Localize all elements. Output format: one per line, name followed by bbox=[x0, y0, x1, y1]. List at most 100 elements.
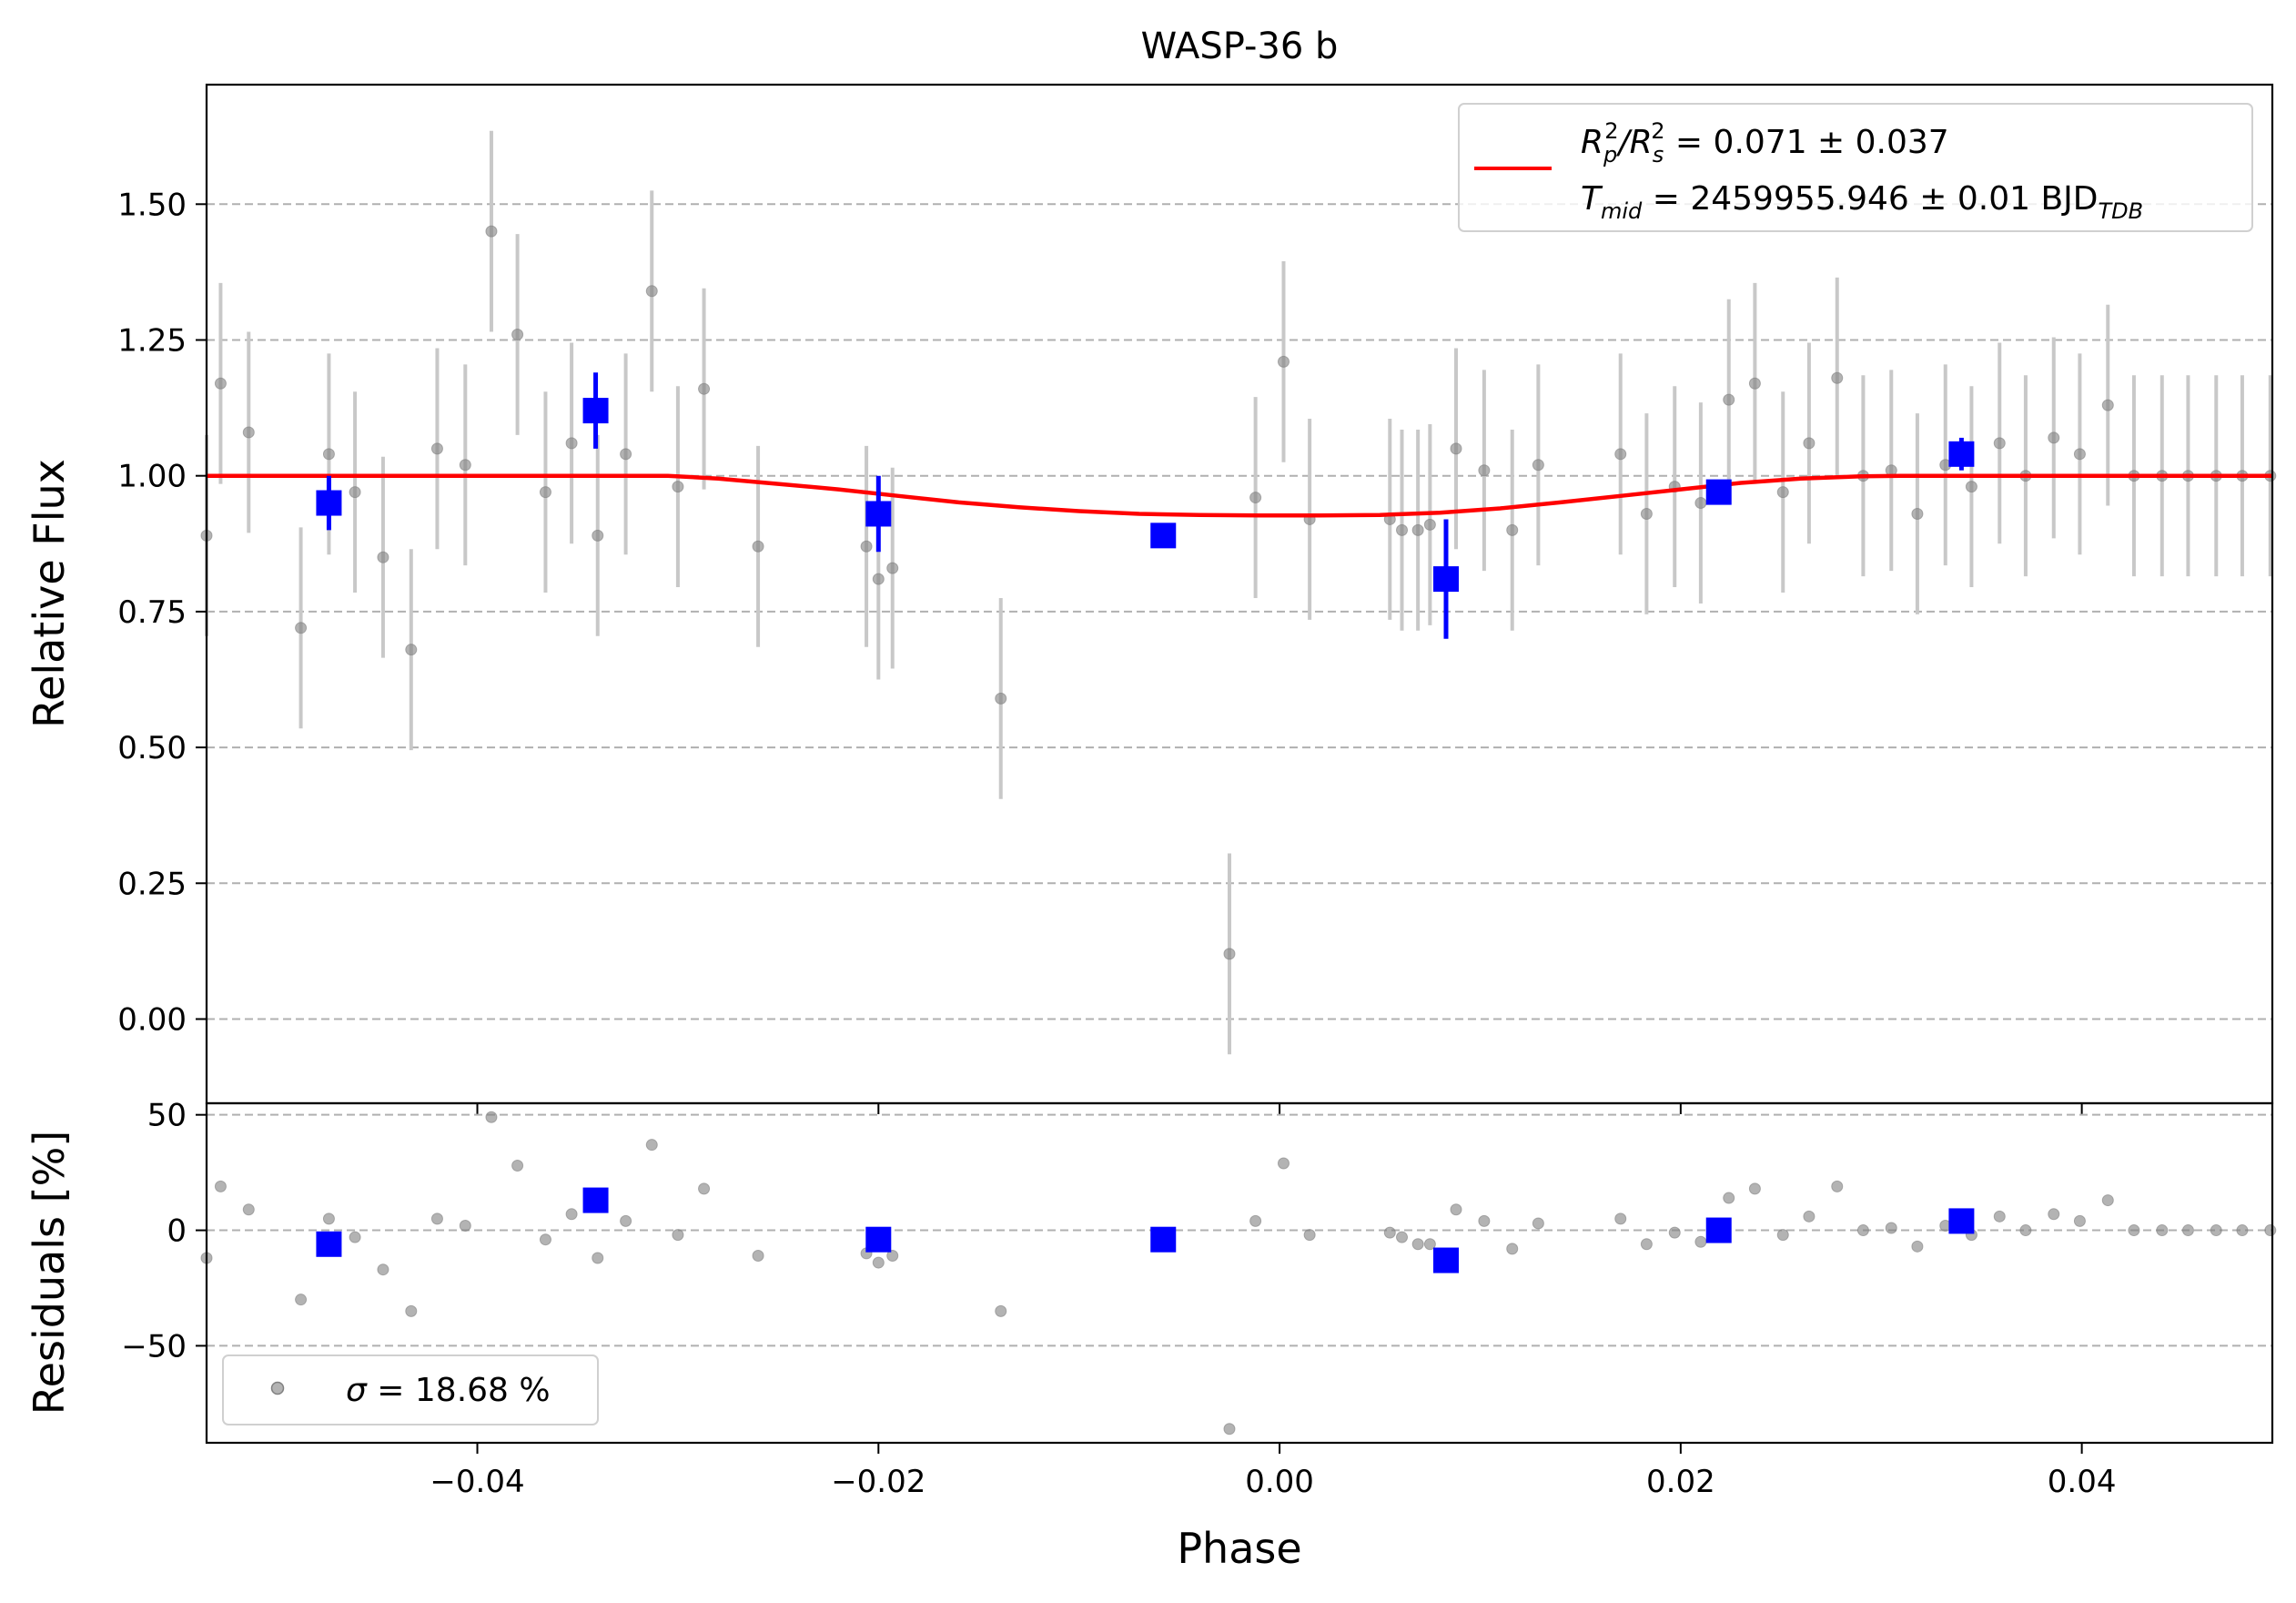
residual-point bbox=[511, 1160, 524, 1172]
residual-point bbox=[1249, 1214, 1262, 1227]
raw-point bbox=[511, 329, 524, 341]
raw-point bbox=[645, 285, 658, 298]
raw-point bbox=[1614, 448, 1627, 461]
legend-t-symbol: T bbox=[1581, 180, 1603, 218]
residual-point bbox=[1396, 1231, 1409, 1243]
residuals-axes-frame bbox=[205, 1101, 2274, 1445]
residuals-grid bbox=[207, 1113, 2272, 1347]
raw-point bbox=[1776, 486, 1789, 499]
residual-point bbox=[295, 1294, 308, 1306]
x-axis-label: Phase bbox=[1177, 1524, 1301, 1573]
legend-r-symbol: R bbox=[1581, 124, 1603, 161]
raw-point bbox=[485, 225, 498, 238]
residual-point bbox=[349, 1231, 361, 1243]
lightcurve-raw-points bbox=[200, 130, 2277, 1055]
residual-point bbox=[2236, 1224, 2249, 1237]
raw-point bbox=[1223, 948, 1236, 960]
binned-residual-point bbox=[1433, 1247, 1459, 1273]
raw-point bbox=[2101, 399, 2114, 411]
raw-point bbox=[1506, 523, 1519, 536]
binned-point bbox=[1433, 566, 1459, 593]
legend-s-subscript: s bbox=[1653, 142, 1664, 167]
legend-p-subscript: p bbox=[1603, 142, 1617, 167]
residual-point bbox=[2156, 1224, 2169, 1237]
raw-point bbox=[459, 459, 471, 472]
legend-radius-value: = 0.071 ± 0.037 bbox=[1664, 124, 1948, 161]
raw-point bbox=[995, 692, 1007, 705]
raw-point bbox=[1803, 437, 1816, 450]
legend-tmid-value: = 2459955.946 ± 0.01 BJD bbox=[1642, 180, 2098, 218]
x-tick-label: 0.04 bbox=[2048, 1464, 2117, 1500]
residual-point bbox=[2264, 1224, 2277, 1237]
residual-point bbox=[995, 1304, 1007, 1317]
residual-point bbox=[485, 1111, 498, 1123]
residual-point bbox=[1450, 1203, 1462, 1216]
raw-point bbox=[349, 486, 361, 499]
lightcurve-y-tick-label: 1.25 bbox=[117, 322, 187, 359]
residual-point bbox=[565, 1208, 578, 1221]
binned-point bbox=[316, 490, 342, 516]
raw-point bbox=[1450, 442, 1462, 455]
residual-point bbox=[592, 1252, 604, 1264]
residuals-y-axis-label: Residuals [%] bbox=[25, 1131, 74, 1415]
residual-point bbox=[620, 1214, 632, 1227]
residuals-y-tick-label: 50 bbox=[147, 1098, 187, 1134]
binned-residual-point bbox=[1150, 1226, 1177, 1253]
raw-point bbox=[565, 437, 578, 450]
legend-radius-ratio: Rp2/Rs2 = 0.071 ± 0.037 bbox=[1581, 118, 1949, 167]
raw-point bbox=[1993, 437, 2006, 450]
residual-point bbox=[1668, 1226, 1681, 1239]
binned-point bbox=[1150, 522, 1177, 549]
chart-title: WASP-36 b bbox=[1141, 25, 1339, 67]
x-tick-label: −0.02 bbox=[831, 1464, 925, 1500]
residual-point bbox=[2210, 1224, 2222, 1237]
residual-point bbox=[2128, 1224, 2140, 1237]
residuals-panel: −50 0 50 −0.04 −0.02 0.00 0.02 0.04 Residuals … bbox=[25, 1098, 2277, 1573]
raw-point bbox=[322, 448, 335, 461]
lightcurve-y-tick-label: 0.50 bbox=[117, 730, 187, 766]
residuals-x-ticks: −0.04 −0.02 0.00 0.02 0.04 bbox=[430, 1443, 2116, 1500]
raw-point bbox=[1423, 518, 1436, 531]
x-tick-label: 0.02 bbox=[1646, 1464, 1715, 1500]
raw-point bbox=[214, 377, 227, 390]
raw-point bbox=[295, 622, 308, 634]
residual-point bbox=[242, 1203, 255, 1216]
legend-box bbox=[1458, 103, 2253, 232]
residual-point bbox=[872, 1256, 885, 1269]
lightcurve-y-tick-label: 1.00 bbox=[117, 459, 187, 495]
legend-superscript-2b: 2 bbox=[1651, 118, 1664, 144]
residuals-y-tick-label: 0 bbox=[167, 1213, 187, 1250]
residual-point bbox=[886, 1249, 899, 1262]
raw-point bbox=[1532, 459, 1544, 472]
residuals-legend: σ = 18.68 % bbox=[222, 1354, 599, 1425]
x-tick-label: −0.04 bbox=[430, 1464, 524, 1500]
residual-point bbox=[322, 1212, 335, 1225]
residuals-y-tick-label: −50 bbox=[121, 1328, 187, 1365]
residual-point bbox=[1478, 1214, 1491, 1227]
raw-point bbox=[1694, 497, 1707, 510]
legend-sigma-value: = 18.68 % bbox=[367, 1372, 551, 1409]
x-tick-label: 0.00 bbox=[1245, 1464, 1314, 1500]
residual-point bbox=[459, 1219, 471, 1232]
residual-point bbox=[2019, 1224, 2032, 1237]
residual-point bbox=[2048, 1208, 2060, 1221]
lightcurve-legend: Rp2/Rs2 = 0.071 ± 0.037 Tmid = 2459955.9… bbox=[1458, 103, 2253, 232]
binned-point bbox=[865, 501, 892, 527]
raw-point bbox=[377, 551, 389, 563]
legend-sigma-symbol: σ bbox=[346, 1372, 368, 1409]
residual-point bbox=[1885, 1222, 1897, 1234]
raw-point bbox=[539, 486, 551, 499]
residual-point bbox=[1223, 1423, 1236, 1436]
lightcurve-panel: 0.00 0.25 0.50 0.75 1.00 1.25 1.50 WASP-36 b R… bbox=[25, 25, 2277, 1114]
residual-point bbox=[430, 1212, 443, 1225]
residual-point bbox=[1277, 1157, 1290, 1170]
lightcurve-model bbox=[207, 473, 2272, 518]
residual-point bbox=[1694, 1235, 1707, 1248]
residual-point bbox=[1532, 1217, 1544, 1230]
binned-residual-point bbox=[1705, 1217, 1732, 1243]
lightcurve-y-axis-label: Relative Flux bbox=[25, 459, 74, 728]
raw-point bbox=[860, 540, 873, 553]
residual-point bbox=[1411, 1238, 1424, 1251]
residual-point bbox=[698, 1182, 711, 1195]
